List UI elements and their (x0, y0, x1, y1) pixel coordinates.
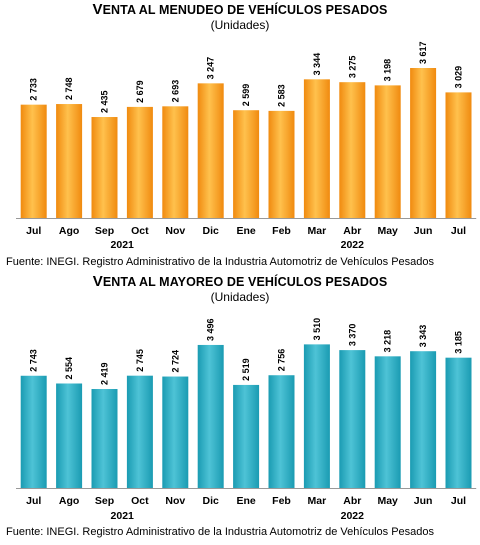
data-label: 2 583 (277, 84, 287, 107)
bar (445, 92, 472, 218)
tick-label: Abr (343, 495, 361, 507)
bar (197, 344, 224, 488)
data-label: 3 510 (312, 318, 322, 341)
year-label: 2022 (341, 510, 365, 522)
year-label: 2022 (341, 239, 365, 251)
data-label: 2 743 (29, 349, 39, 372)
tick-label: Jul (26, 495, 41, 507)
data-label: 3 198 (383, 59, 393, 82)
bar (374, 85, 401, 218)
retail-sales-chart: VENTA AL MENUDEO DE VEHÍCULOS PESADOS (U… (0, 0, 480, 272)
data-label: 2 693 (170, 80, 180, 103)
data-label: 2 435 (100, 90, 110, 113)
data-label: 2 419 (100, 362, 110, 385)
bar (20, 104, 47, 218)
tick-label: Jun (414, 225, 433, 237)
data-label: 2 554 (64, 357, 74, 380)
retail-chart-plot: 2 733 Jul 2 748 Ago 2 435 Sep 2 679 Oct 2 693 Nov… (16, 41, 477, 251)
data-label: 3 343 (418, 325, 428, 348)
bar (56, 104, 83, 218)
tick-label: Feb (272, 225, 291, 237)
data-label: 3 496 (206, 318, 216, 341)
bar (339, 82, 366, 219)
tick-label: Jul (451, 225, 466, 237)
data-label: 2 724 (170, 350, 180, 373)
data-label: 3 275 (347, 56, 357, 79)
bar (268, 375, 295, 488)
chart-title: VENTA AL MENUDEO DE VEHÍCULOS PESADOS (92, 1, 388, 18)
bar (233, 384, 260, 488)
tick-label: Ene (236, 495, 255, 507)
bar (445, 357, 472, 488)
bar (56, 383, 83, 488)
bar (303, 344, 330, 488)
data-label: 3 185 (454, 331, 464, 354)
tick-label: Mar (308, 495, 327, 507)
tick-label: Jul (26, 225, 41, 237)
year-label: 2021 (111, 239, 135, 251)
bar (410, 68, 437, 218)
bar (91, 389, 118, 488)
tick-label: Jul (451, 495, 466, 507)
data-label: 2 748 (64, 78, 74, 101)
chart-source: Fuente: INEGI. Registro Administrativo d… (6, 526, 434, 538)
year-label: 2021 (111, 510, 135, 522)
data-label: 2 519 (241, 358, 251, 381)
tick-label: Oct (131, 495, 149, 507)
wholesale-sales-chart: VENTA AL MAYOREO DE VEHÍCULOS PESADOS (U… (0, 272, 480, 545)
data-label: 2 756 (277, 349, 287, 372)
data-label: 3 247 (206, 57, 216, 80)
tick-label: Ene (236, 225, 255, 237)
bar (20, 375, 47, 488)
tick-label: Nov (165, 495, 185, 507)
wholesale-chart-plot: 2 743 Jul 2 554 Ago 2 419 Sep 2 745 Oct 2 724 Nov… (16, 318, 477, 522)
data-label: 2 599 (241, 84, 251, 107)
tick-label: Ago (59, 495, 79, 507)
tick-label: Dic (203, 225, 220, 237)
data-label: 2 733 (29, 78, 39, 101)
tick-label: May (377, 225, 398, 237)
bar (410, 351, 437, 488)
tick-label: May (377, 495, 398, 507)
bar (233, 110, 260, 218)
bar (126, 106, 153, 218)
bar (339, 350, 366, 488)
tick-label: Sep (95, 495, 114, 507)
data-label: 3 617 (418, 41, 428, 64)
tick-label: Feb (272, 495, 291, 507)
bar (268, 110, 295, 218)
data-label: 2 745 (135, 349, 145, 372)
data-label: 3 370 (347, 324, 357, 347)
bar (91, 117, 118, 218)
bar (126, 375, 153, 488)
tick-label: Mar (308, 225, 327, 237)
bar (197, 83, 224, 218)
tick-label: Oct (131, 225, 149, 237)
chart-subtitle: (Unidades) (210, 290, 270, 304)
tick-label: Nov (165, 225, 185, 237)
bar (162, 106, 189, 218)
data-label: 3 029 (454, 66, 464, 89)
data-label: 2 679 (135, 80, 145, 103)
chart-title: VENTA AL MAYOREO DE VEHÍCULOS PESADOS (92, 273, 388, 290)
tick-label: Abr (343, 225, 361, 237)
chart-subtitle: (Unidades) (210, 18, 270, 32)
data-label: 3 344 (312, 53, 322, 76)
bar (162, 376, 189, 488)
tick-label: Sep (95, 225, 114, 237)
tick-label: Ago (59, 225, 79, 237)
tick-label: Dic (203, 495, 220, 507)
tick-label: Jun (414, 495, 433, 507)
data-label: 3 218 (383, 330, 393, 353)
bar (374, 356, 401, 488)
chart-source: Fuente: INEGI. Registro Administrativo d… (6, 256, 434, 268)
bar (303, 79, 330, 219)
